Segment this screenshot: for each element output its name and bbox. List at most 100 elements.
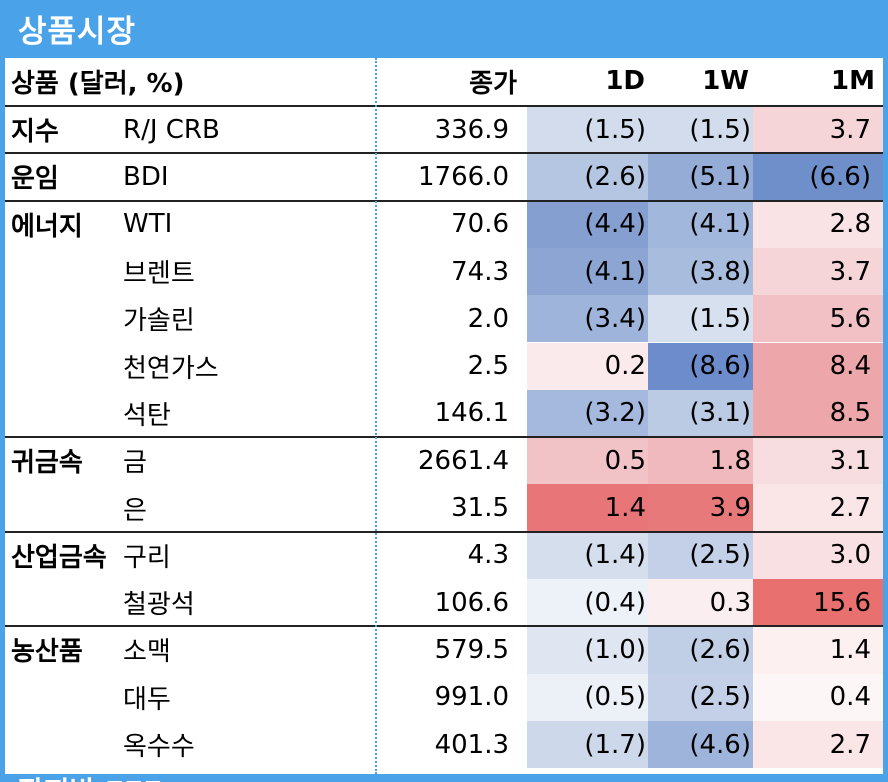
row-commodity-name: 대두 [123,684,171,715]
row-close: 2661.4 [418,445,509,476]
row-close: 401.3 [434,729,509,760]
heat-cell-d1 [527,295,648,343]
row-commodity-name: 금 [123,448,147,479]
heat-cell-w1 [648,579,753,627]
group-separator [5,625,883,628]
heat-cell-m1 [753,153,883,201]
heat-cell-m1 [753,437,883,485]
table-row: 브렌트 74.3 (4.1) (3.8) 3.7 [5,247,883,296]
row-close: 31.5 [451,493,509,524]
row-1d: 0.5 [604,445,646,476]
row-commodity-name: 석탄 [123,400,171,431]
heat-cell-w1 [648,389,753,438]
heat-cell-m1 [753,106,883,154]
group-separator [5,530,883,533]
row-1w: (4.6) [689,729,751,760]
row-commodity-name: 옥수수 [123,732,195,763]
row-commodity-name: 구리 [123,542,171,573]
heat-cell-m1 [753,389,883,438]
row-1d: (3.2) [584,398,646,429]
column-divider [375,58,377,774]
heat-cell-w1 [648,484,753,532]
row-commodity-name: 철광석 [123,590,195,621]
row-1w: 1.8 [709,445,751,476]
row-1w: 0.3 [709,587,751,618]
heat-cell-w1 [648,673,753,721]
heat-cell-m1 [753,579,883,627]
row-1d: 0.2 [604,351,646,382]
heat-cell-d1 [527,579,648,627]
table-row: 농산품 소맥 579.5 (1.0) (2.6) 1.4 [5,626,883,674]
row-commodity-name: 천연가스 [123,353,219,384]
heat-cell-d1 [527,200,648,248]
footer-band: 잡지방 FFF [0,774,888,782]
title-bar: 상품시장 [0,0,888,58]
row-1w: (5.1) [689,161,751,192]
row-1d: 1.4 [604,493,646,524]
table-row: 대두 991.0 (0.5) (2.5) 0.4 [5,673,883,721]
heat-cell-d1 [527,153,648,201]
table-row: 석탄 146.1 (3.2) (3.1) 8.5 [5,389,883,438]
commodity-table: 상품 (달러, %) 종가 1D 1W 1M 지수 R/J CRB 336.9 (1.… [5,58,883,774]
table-row: 지수 R/J CRB 336.9 (1.5) (1.5) 3.7 [5,106,883,154]
table-row: 귀금속 금 2661.4 0.5 1.8 3.1 [5,437,883,485]
row-1w: (4.1) [689,209,751,240]
row-1d: (1.7) [584,729,646,760]
table-row: 가솔린 2.0 (3.4) (1.5) 5.6 [5,295,883,343]
row-commodity-name: R/J CRB [123,114,220,145]
header-commodity: 상품 (달러, %) [11,68,185,99]
heat-cell-d1 [527,247,648,296]
heat-cell-m1 [753,626,883,674]
group-separator [5,436,883,439]
row-commodity-name: 소맥 [123,637,171,668]
table-row: 에너지 WTI 70.6 (4.4) (4.1) 2.8 [5,200,883,248]
row-close: 2.0 [467,303,509,334]
row-1m: 2.7 [829,493,871,524]
table-header: 상품 (달러, %) 종가 1D 1W 1M [5,58,883,104]
group-separator [5,105,883,107]
page-title: 상품시장 [18,14,137,50]
row-category: 산업금속 [11,542,107,573]
row-1m: 1.4 [829,634,871,665]
row-1w: (2.5) [689,540,751,571]
heat-cell-d1 [527,531,648,579]
heat-cell-d1 [527,342,648,390]
table-row: 옥수수 401.3 (1.7) (4.6) 2.7 [5,720,883,769]
heat-cell-w1 [648,200,753,248]
row-commodity-name: WTI [123,209,173,240]
header-1m: 1M [831,66,875,96]
heat-cell-m1 [753,484,883,532]
table-row: 산업금속 구리 4.3 (1.4) (2.5) 3.0 [5,531,883,579]
row-close: 70.6 [451,209,509,240]
heat-cell-d1 [527,437,648,485]
row-1d: (2.6) [584,161,646,192]
row-1d: (0.4) [584,587,646,618]
row-1d: (4.4) [584,209,646,240]
row-close: 1766.0 [418,161,509,192]
header-1w: 1W [702,66,749,96]
row-1w: (3.8) [689,256,751,287]
row-1m: 2.7 [829,729,871,760]
row-1m: 0.4 [829,682,871,713]
heat-cell-d1 [527,720,648,769]
row-1d: (1.4) [584,540,646,571]
row-close: 106.6 [434,587,509,618]
row-1w: (1.5) [689,303,751,334]
row-1m: 2.8 [829,209,871,240]
row-1d: (1.5) [584,114,646,145]
heat-cell-w1 [648,720,753,769]
footer-title: 잡지방 FFF [18,774,162,782]
header-1d: 1D [605,66,645,96]
row-1m: 3.7 [829,256,871,287]
table-row: 철광석 106.6 (0.4) 0.3 15.6 [5,579,883,627]
row-1w: 3.9 [709,493,751,524]
row-close: 991.0 [434,682,509,713]
row-category: 에너지 [11,211,83,242]
heat-cell-w1 [648,531,753,579]
heat-cell-d1 [527,626,648,674]
row-category: 운임 [11,164,59,195]
row-commodity-name: 은 [123,495,147,526]
heat-cell-m1 [753,720,883,769]
row-1m: 15.6 [813,587,871,618]
header-close: 종가 [469,68,517,99]
